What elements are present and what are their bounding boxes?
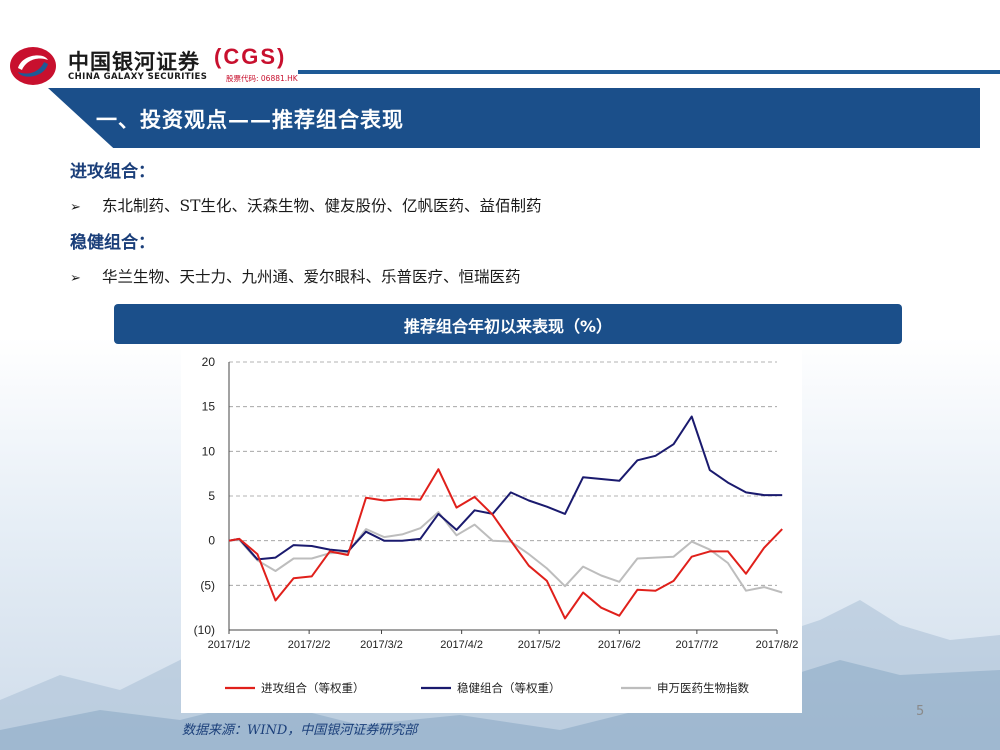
section-heading-stable: 稳健组合： (70, 233, 155, 253)
company-logo: 中国银河证券 CHINA GALAXY SECURITIES (CGS) 股票代… (8, 44, 298, 88)
arrow-bullet-icon: ➢ (70, 200, 81, 215)
y-tick-label: (5) (200, 578, 215, 592)
y-tick-label: (10) (194, 623, 215, 637)
title-banner (48, 88, 980, 148)
header-divider (298, 70, 1000, 74)
x-tick-label: 2017/3/2 (360, 639, 403, 651)
y-tick-label: 10 (202, 444, 216, 458)
chart-container: 20 15 10 5 0 (5) (10) 2017/1/2 2017/2/2 2017/3/2 2… (181, 350, 802, 713)
legend-label: 申万医药生物指数 (657, 681, 749, 695)
x-tick-label: 2017/2/2 (288, 639, 331, 651)
series-line (228, 511, 783, 594)
page-title: 一、投资观点——推荐组合表现 (96, 107, 404, 132)
logo-english-name: CHINA GALAXY SECURITIES (68, 72, 208, 82)
y-tick-label: 0 (208, 534, 215, 548)
bullet-stable: ➢ 华兰生物、天士力、九州通、爱尔眼科、乐普医疗、恒瑞医药 (70, 265, 521, 287)
logo-cgs: (CGS) (214, 44, 287, 69)
chart-title: 推荐组合年初以来表现（%） (403, 317, 613, 336)
x-tick-label: 2017/5/2 (518, 639, 561, 651)
y-tick-label: 20 (202, 355, 216, 369)
bullet-aggressive-text: 东北制药、ST生化、沃森生物、健友股份、亿帆医药、益佰制药 (102, 197, 542, 215)
x-tick-label: 2017/8/2 (756, 639, 799, 651)
legend-label: 进攻组合（等权重） (261, 681, 365, 695)
logo-chinese-name: 中国银河证券 (68, 50, 200, 74)
bullet-aggressive: ➢ 东北制药、ST生化、沃森生物、健友股份、亿帆医药、益佰制药 (70, 194, 541, 216)
galaxy-swirl-icon (10, 47, 56, 85)
legend-label: 稳健组合（等权重） (457, 681, 561, 695)
y-tick-label: 15 (202, 400, 216, 414)
x-tick-label: 2017/6/2 (598, 639, 641, 651)
x-tick-label: 2017/7/2 (675, 639, 718, 651)
series-line (228, 468, 783, 620)
data-source: 数据来源：WIND，中国银河证券研究部 (182, 723, 418, 738)
bullet-stable-text: 华兰生物、天士力、九州通、爱尔眼科、乐普医疗、恒瑞医药 (102, 268, 521, 286)
section-heading-aggressive: 进攻组合： (70, 162, 155, 182)
line-chart: 20 15 10 5 0 (5) (10) 2017/1/2 2017/2/2 2017/3/2 2… (194, 355, 799, 695)
chart-title-banner: 推荐组合年初以来表现（%） (114, 304, 902, 344)
x-tick-label: 2017/1/2 (208, 639, 251, 651)
y-tick-label: 5 (208, 489, 215, 503)
arrow-bullet-icon: ➢ (70, 271, 81, 286)
logo-stock-code: 股票代码: 06881.HK (226, 74, 298, 83)
series-line (228, 415, 783, 561)
page-number: 5 (916, 704, 925, 719)
x-tick-label: 2017/4/2 (440, 639, 483, 651)
